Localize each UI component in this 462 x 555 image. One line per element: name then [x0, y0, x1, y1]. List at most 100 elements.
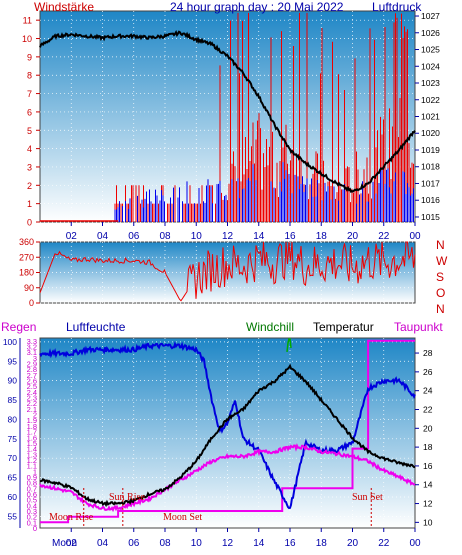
temp-tick-label: 16 — [423, 461, 433, 471]
x-tick-label: 08 — [159, 538, 171, 549]
x-tick-label: 04 — [97, 231, 109, 242]
right-tick-label: 1026 — [421, 28, 440, 38]
direction-o: O — [436, 286, 446, 300]
luftfeuchte-label: Luftfeuchte — [66, 320, 126, 334]
moon-rise-annotation: Moon Rise — [49, 512, 94, 523]
direction-tick-label: 360 — [19, 237, 34, 247]
humidity-tick-label: 90 — [8, 376, 18, 386]
direction-n-top: N — [436, 238, 445, 252]
direction-s: S — [436, 270, 445, 284]
rain-tick-label: 1.2 — [27, 456, 37, 465]
rain-tick-label: 2.6 — [27, 377, 37, 386]
x-tick-label: 04 — [97, 538, 109, 549]
rain-tick-label: 1.3 — [27, 450, 37, 459]
rain-tick-label: 0.8 — [27, 479, 37, 488]
rain-tick-label: 2.5 — [27, 382, 37, 391]
rain-tick-label: 1.9 — [27, 416, 37, 425]
rain-tick-label: 2.3 — [27, 394, 37, 403]
rain-tick-label: 0 — [33, 524, 37, 533]
right-tick-label: 1022 — [421, 95, 440, 105]
rain-line — [40, 339, 415, 524]
right-tick-label: 1020 — [421, 128, 440, 138]
left-tick-label: 11 — [23, 16, 32, 26]
rain-tick-label: 3 — [33, 354, 37, 363]
x-tick-label: 00 — [409, 231, 421, 242]
sun-rise-annotation: Sun Rise — [109, 492, 145, 503]
rain-tick-label: 2.2 — [27, 399, 37, 408]
rain-tick-label: 0.4 — [27, 501, 37, 510]
right-tick-label: 1015 — [421, 212, 440, 222]
temp-tick-label: 12 — [423, 499, 433, 509]
windchill-label: Windchill — [246, 320, 295, 334]
x-tick-label: 06 — [128, 538, 140, 549]
rain-tick-label: 2 — [33, 411, 37, 420]
right-tick-label: 1025 — [421, 45, 440, 55]
right-tick-label: 1027 — [421, 11, 440, 21]
rain-tick-label: 3.1 — [27, 348, 37, 357]
left-tick-label: 9 — [27, 52, 32, 62]
right-tick-label: 1019 — [421, 145, 440, 155]
temperatur-label: Temperatur — [313, 320, 374, 334]
left-tick-label: 10 — [22, 34, 32, 44]
x-tick-label: 22 — [378, 231, 390, 242]
left-tick-label: 6 — [27, 107, 32, 117]
x-tick-label: 12 — [222, 231, 234, 242]
rain-tick-label: 1.1 — [27, 462, 37, 471]
x-tick-label: 08 — [159, 231, 171, 242]
windstaerke-label: Windstärke — [34, 0, 95, 14]
left-tick-label: 0 — [27, 218, 32, 228]
left-tick-label: 8 — [27, 71, 32, 81]
left-tick-label: 5 — [27, 126, 32, 136]
direction-tick-label: 270 — [19, 252, 34, 262]
x-tick-label: 18 — [316, 231, 328, 242]
dewpoint-line — [39, 443, 416, 513]
left-tick-label: 1 — [27, 199, 32, 209]
pressure-line — [39, 30, 416, 194]
temp-tick-label: 26 — [423, 367, 433, 377]
direction-tick-label: 0 — [29, 298, 34, 308]
rain-tick-label: 0.7 — [27, 484, 37, 493]
rain-tick-label: 0.2 — [27, 513, 37, 522]
humidity-tick-label: 100 — [3, 337, 17, 347]
direction-tick-label: 180 — [19, 268, 34, 278]
left-tick-label: 3 — [27, 162, 32, 172]
humidity-tick-label: 70 — [8, 453, 18, 463]
right-tick-label: 1018 — [421, 162, 440, 172]
right-tick-label: 1021 — [421, 112, 440, 122]
rain-tick-label: 2.8 — [27, 365, 37, 374]
x-tick-label: 14 — [253, 538, 265, 549]
luftdruck-label: Luftdruck — [372, 0, 422, 14]
rain-tick-label: 1.5 — [27, 439, 37, 448]
x-tick-label: 16 — [284, 231, 296, 242]
rain-tick-label: 0.6 — [27, 490, 37, 499]
temperature-line — [39, 363, 416, 508]
rain-tick-label: 2.7 — [27, 371, 37, 380]
temp-tick-label: 10 — [423, 517, 433, 527]
rain-tick-label: 2.9 — [27, 360, 37, 369]
windchill-line — [286, 338, 292, 352]
humidity-tick-label: 75 — [8, 434, 18, 444]
rain-tick-label: 0.3 — [27, 507, 37, 516]
humidity-tick-label: 85 — [8, 395, 18, 405]
rain-tick-label: 0.5 — [27, 496, 37, 505]
graph-title: 24 hour graph day : 20 Mai 2022 — [170, 0, 344, 14]
rain-tick-label: 2.1 — [27, 405, 37, 414]
x-tick-label: 16 — [284, 538, 296, 549]
humidity-tick-label: 60 — [8, 492, 18, 502]
temp-tick-label: 22 — [423, 404, 433, 414]
direction-w: W — [436, 254, 448, 268]
temp-tick-label: 14 — [423, 480, 433, 490]
x-tick-label: 06 — [128, 231, 140, 242]
wind-direction-line — [39, 241, 416, 302]
right-tick-label: 1024 — [421, 61, 440, 71]
right-tick-label: 1016 — [421, 195, 440, 205]
x-tick-label: 10 — [191, 231, 203, 242]
x-tick-label: 02 — [66, 231, 78, 242]
rain-tick-label: 1 — [33, 467, 37, 476]
rain-tick-label: 0.1 — [27, 518, 37, 527]
x-tick-label: 14 — [253, 231, 265, 242]
x-tick-label: 22 — [378, 538, 390, 549]
rain-tick-label: 3.2 — [27, 343, 37, 352]
